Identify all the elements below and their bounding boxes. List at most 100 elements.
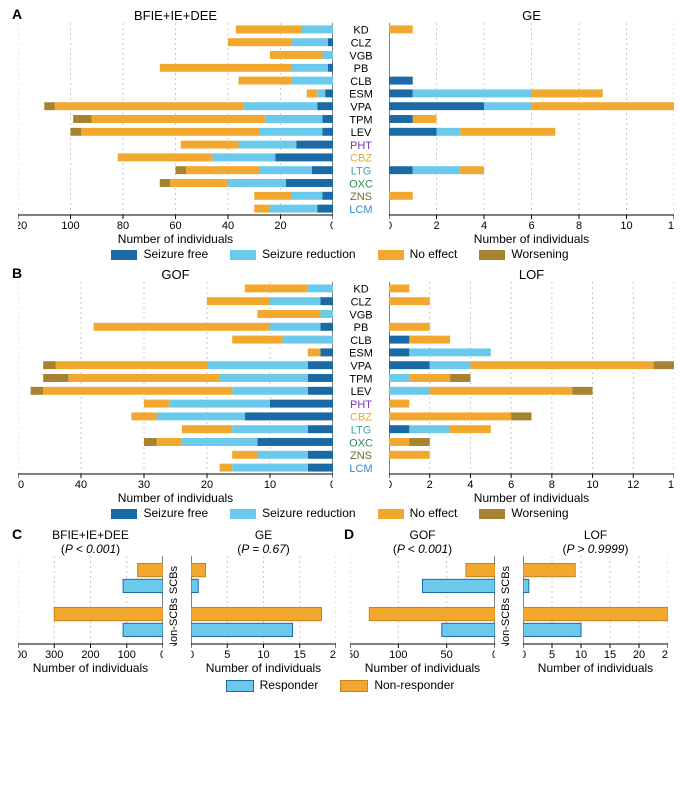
legend-item: Seizure free xyxy=(111,247,208,261)
svg-text:Number of individuals: Number of individuals xyxy=(206,661,321,674)
panel-b-right-title: LOF xyxy=(389,267,674,282)
svg-text:14: 14 xyxy=(668,479,674,491)
legend-item: Non-responder xyxy=(340,678,454,692)
svg-text:LCM: LCM xyxy=(349,463,372,475)
svg-text:10: 10 xyxy=(257,649,269,661)
panel-a-right-title: GE xyxy=(389,8,674,23)
svg-text:50: 50 xyxy=(18,479,24,491)
svg-text:10: 10 xyxy=(575,649,587,661)
svg-text:10: 10 xyxy=(264,479,276,491)
svg-text:40: 40 xyxy=(222,220,234,232)
svg-text:Number of individuals: Number of individuals xyxy=(474,232,589,245)
svg-text:20: 20 xyxy=(633,649,645,661)
svg-text:100: 100 xyxy=(389,649,407,661)
panel-a-left-title: BFIE+IE+DEE xyxy=(18,8,333,23)
svg-text:2: 2 xyxy=(433,220,439,232)
svg-text:20: 20 xyxy=(330,649,336,661)
svg-text:Number of individuals: Number of individuals xyxy=(538,661,653,674)
panel-c2-p: (P = 0.67) xyxy=(191,542,336,556)
legend-item: No effect xyxy=(378,506,458,520)
svg-text:CLB: CLB xyxy=(350,76,371,88)
svg-text:OXC: OXC xyxy=(349,178,373,190)
svg-text:5: 5 xyxy=(549,649,555,661)
svg-text:Number of individuals: Number of individuals xyxy=(118,491,233,504)
svg-text:SCBs: SCBs xyxy=(168,565,180,594)
svg-text:VGB: VGB xyxy=(349,50,372,62)
svg-text:VPA: VPA xyxy=(350,361,372,373)
svg-text:LTG: LTG xyxy=(351,166,372,178)
cd-label-gutter-d: SCBsNon-SCBs xyxy=(497,528,521,674)
svg-text:LEV: LEV xyxy=(351,127,372,139)
svg-text:0: 0 xyxy=(389,479,392,491)
svg-text:100: 100 xyxy=(118,649,136,661)
svg-text:0: 0 xyxy=(389,220,392,232)
panel-d1-title: GOF xyxy=(350,528,495,542)
svg-text:8: 8 xyxy=(549,479,555,491)
svg-text:30: 30 xyxy=(138,479,150,491)
svg-text:4: 4 xyxy=(467,479,473,491)
svg-text:6: 6 xyxy=(508,479,514,491)
svg-text:40: 40 xyxy=(75,479,87,491)
svg-text:50: 50 xyxy=(441,649,453,661)
svg-text:120: 120 xyxy=(18,220,27,232)
svg-text:VPA: VPA xyxy=(350,102,372,114)
svg-text:15: 15 xyxy=(294,649,306,661)
svg-text:CLZ: CLZ xyxy=(351,297,372,309)
drug-label-column-a: KDCLZVGBPBCLBESMVPATPMLEVPHTCBZLTGOXCZNS… xyxy=(339,8,383,245)
legend-item: No effect xyxy=(378,247,458,261)
panel-b-left: GOF 0 10 20 30 40 50 Number of individuals xyxy=(18,267,333,504)
legend-item: Responder xyxy=(226,678,319,692)
svg-text:8: 8 xyxy=(576,220,582,232)
svg-text:KD: KD xyxy=(353,284,368,296)
drug-label-column-b: KDCLZVGBPBCLBESMVPATPMLEVPHTCBZLTGOXCZNS… xyxy=(339,267,383,504)
svg-text:Non-SCBs: Non-SCBs xyxy=(500,598,512,646)
panel-c1-p: (P < 0.001) xyxy=(18,542,163,556)
legend-item: Seizure reduction xyxy=(230,506,355,520)
legend-item: Seizure reduction xyxy=(230,247,355,261)
panel-a: BFIE+IE+DEE 020406080100120Number of ind… xyxy=(18,8,662,245)
svg-text:LCM: LCM xyxy=(349,204,372,216)
svg-text:ESM: ESM xyxy=(349,348,373,360)
svg-text:TPM: TPM xyxy=(349,373,372,385)
svg-text:15: 15 xyxy=(604,649,616,661)
svg-text:PHT: PHT xyxy=(350,140,372,152)
svg-text:60: 60 xyxy=(169,220,181,232)
svg-text:0: 0 xyxy=(330,220,333,232)
panel-a-right: GE 024681012Number of individuals xyxy=(389,8,674,245)
svg-text:PB: PB xyxy=(354,322,369,334)
svg-text:300: 300 xyxy=(45,649,63,661)
svg-text:VGB: VGB xyxy=(349,309,372,321)
panel-c1-title: BFIE+IE+DEE xyxy=(18,528,163,542)
svg-text:0: 0 xyxy=(330,479,333,491)
svg-text:ZNS: ZNS xyxy=(350,450,372,462)
svg-text:0: 0 xyxy=(523,649,526,661)
legend-item: Seizure free xyxy=(111,506,208,520)
svg-text:Number of individuals: Number of individuals xyxy=(365,661,480,674)
legend-item: Worsening xyxy=(479,506,568,520)
svg-text:12: 12 xyxy=(627,479,639,491)
svg-text:Non-SCBs: Non-SCBs xyxy=(168,598,180,646)
panel-d1-p: (P < 0.001) xyxy=(350,542,495,556)
panel-c: BFIE+IE+DEE (P < 0.001) 0100200300400Num… xyxy=(18,528,336,674)
svg-text:CLB: CLB xyxy=(350,335,371,347)
panel-a-left: BFIE+IE+DEE 020406080100120Number of ind… xyxy=(18,8,333,245)
svg-text:20: 20 xyxy=(201,479,213,491)
svg-text:0: 0 xyxy=(492,649,495,661)
svg-text:PHT: PHT xyxy=(350,399,372,411)
cd-label-gutter-c: SCBs Non-SCBs xyxy=(165,528,189,674)
svg-text:10: 10 xyxy=(586,479,598,491)
svg-text:20: 20 xyxy=(274,220,286,232)
panel-b-right: LOF 0 2 4 6 8 10 12 14 Number of individuals xyxy=(389,267,674,504)
svg-text:2: 2 xyxy=(427,479,433,491)
svg-text:80: 80 xyxy=(117,220,129,232)
svg-text:TPM: TPM xyxy=(349,114,372,126)
svg-text:Number of individuals: Number of individuals xyxy=(474,491,589,504)
svg-text:KD: KD xyxy=(353,25,368,37)
svg-text:ZNS: ZNS xyxy=(350,191,372,203)
svg-text:ESM: ESM xyxy=(349,89,373,101)
svg-text:100: 100 xyxy=(61,220,79,232)
svg-text:0: 0 xyxy=(160,649,163,661)
svg-text:OXC: OXC xyxy=(349,437,373,449)
panel-d2-title: LOF xyxy=(523,528,668,542)
panel-b-left-title: GOF xyxy=(18,267,333,282)
